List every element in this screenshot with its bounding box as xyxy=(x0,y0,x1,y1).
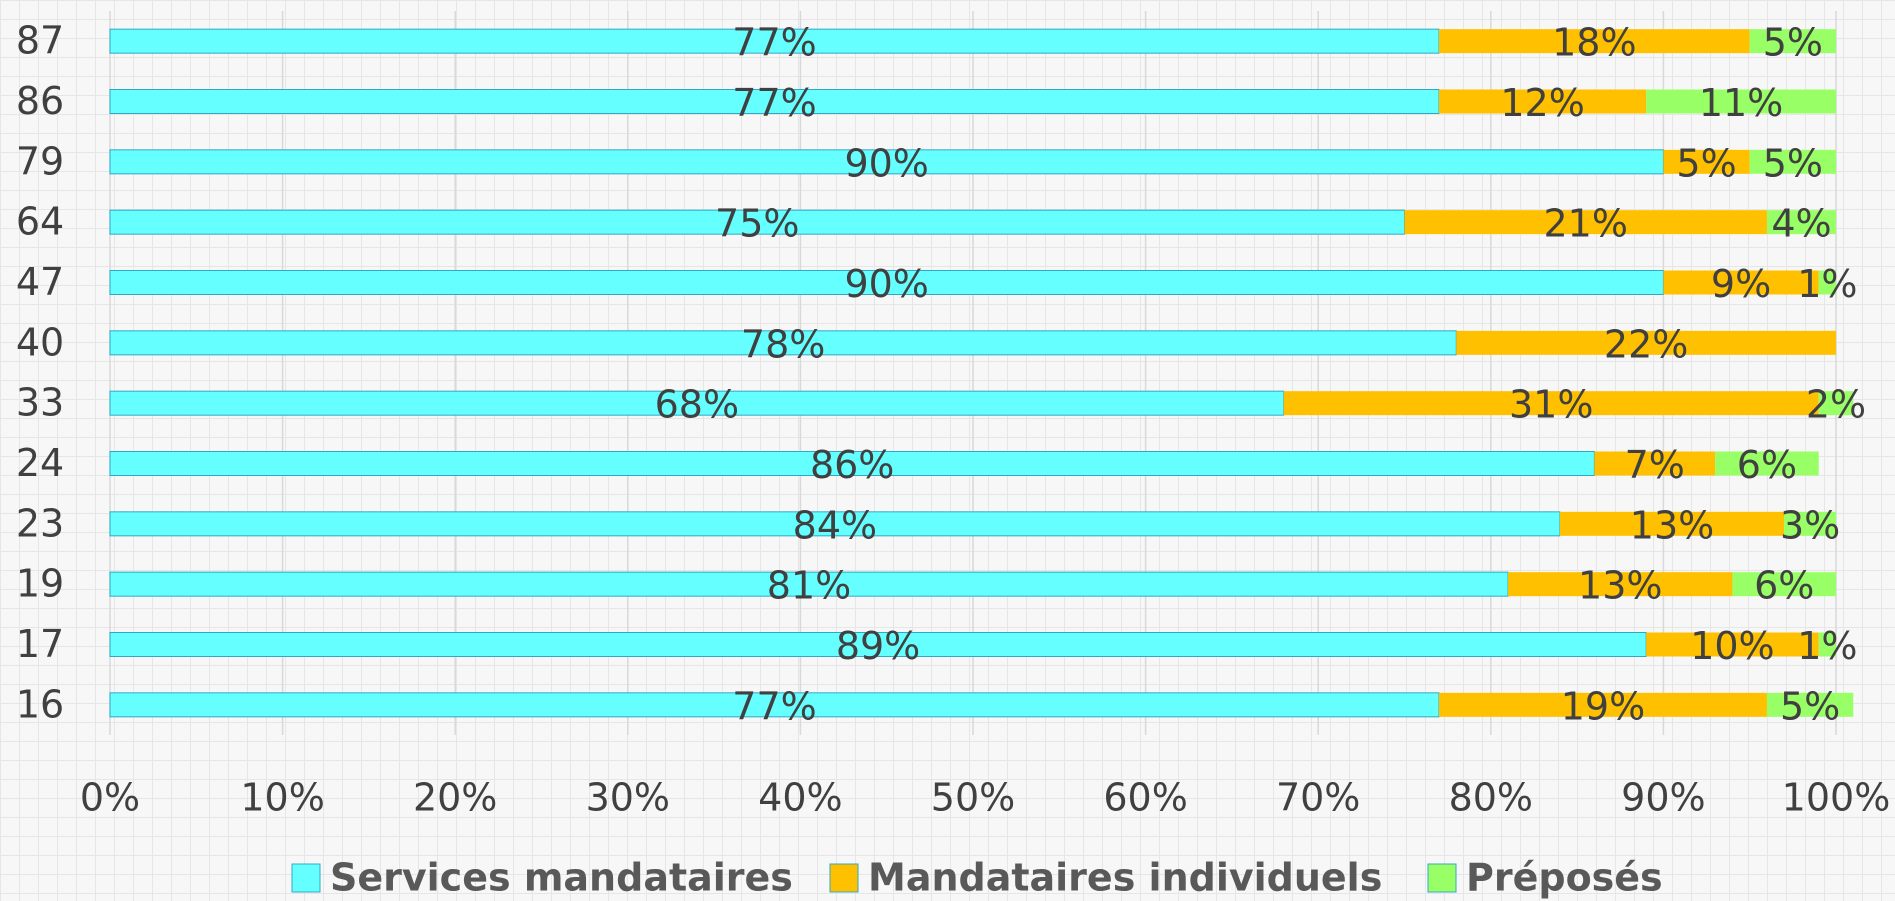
y-tick-label: 23 xyxy=(16,501,64,545)
bar-segment xyxy=(1283,391,1819,416)
bar-segment xyxy=(1663,270,1819,295)
data-label: 78% xyxy=(741,322,825,366)
y-tick-label: 87 xyxy=(16,19,64,63)
bar-segment xyxy=(109,28,1440,54)
data-label: 4% xyxy=(1771,202,1831,246)
bar-segment xyxy=(1766,210,1836,235)
legend-swatch xyxy=(829,863,859,893)
data-label: 9% xyxy=(1711,262,1771,306)
data-label: 68% xyxy=(655,383,739,427)
data-label: 89% xyxy=(836,624,920,668)
bar-segment xyxy=(1749,29,1836,54)
y-tick-label: 16 xyxy=(16,682,64,726)
data-label: 86% xyxy=(810,443,894,487)
bar-segment xyxy=(1818,632,1836,657)
data-label: 13% xyxy=(1630,503,1714,547)
data-label: 6% xyxy=(1737,443,1797,487)
data-label: 81% xyxy=(767,564,851,608)
bar-segment xyxy=(109,511,1561,537)
legend-text: Mandataires individuels xyxy=(868,856,1382,900)
bar-segment xyxy=(1404,210,1767,235)
bar-segment xyxy=(1818,391,1854,416)
data-label: 18% xyxy=(1552,21,1636,65)
data-label: 1% xyxy=(1797,262,1857,306)
data-label: 6% xyxy=(1754,564,1814,608)
x-tick-label: 60% xyxy=(1103,776,1187,820)
x-tick-label: 50% xyxy=(931,776,1015,820)
data-label: 5% xyxy=(1763,21,1823,65)
bar-segment xyxy=(1508,572,1733,597)
data-label: 11% xyxy=(1699,81,1783,125)
bar-segment xyxy=(109,330,1457,356)
x-tick-label: 0% xyxy=(80,776,140,820)
bar-segment xyxy=(109,270,1664,295)
data-label: 77% xyxy=(732,21,816,65)
data-label: 5% xyxy=(1676,141,1736,185)
bar-segment xyxy=(1749,149,1836,174)
bar-segment xyxy=(1766,692,1854,717)
data-label: 90% xyxy=(844,141,928,185)
data-label: 12% xyxy=(1500,81,1584,125)
bar-segment xyxy=(109,390,1285,416)
data-label: 5% xyxy=(1780,684,1840,728)
bar-segment xyxy=(1439,29,1750,54)
y-tick-label: 17 xyxy=(16,622,64,666)
bar-segment xyxy=(1439,89,1647,114)
data-label: 13% xyxy=(1578,564,1662,608)
data-label: 1% xyxy=(1797,624,1857,668)
bar-segment xyxy=(1784,511,1836,536)
data-label: 10% xyxy=(1690,624,1774,668)
y-tick-label: 79 xyxy=(16,139,64,183)
data-label: 90% xyxy=(844,262,928,306)
data-label: 22% xyxy=(1604,322,1688,366)
bar-segment xyxy=(1715,451,1819,476)
y-tick-label: 64 xyxy=(16,200,64,244)
bar-segment xyxy=(1594,451,1716,476)
data-label: 5% xyxy=(1763,141,1823,185)
bar-segment xyxy=(1663,149,1750,174)
data-label: 7% xyxy=(1625,443,1685,487)
bar-segment xyxy=(1732,572,1836,597)
data-label: 84% xyxy=(793,503,877,547)
x-tick-label: 30% xyxy=(586,776,670,820)
legend-swatch xyxy=(1427,863,1457,893)
x-tick-label: 90% xyxy=(1621,776,1705,820)
bar-segment xyxy=(109,692,1440,718)
y-tick-label: 19 xyxy=(16,562,64,606)
data-label: 2% xyxy=(1806,383,1866,427)
bar-segment xyxy=(1456,330,1836,355)
x-tick-label: 100% xyxy=(1782,776,1891,820)
data-label: 31% xyxy=(1509,383,1593,427)
y-tick-label: 24 xyxy=(16,441,64,485)
data-label: 21% xyxy=(1543,202,1627,246)
bar-segment xyxy=(1818,270,1836,295)
data-label: 19% xyxy=(1561,684,1645,728)
data-label: 77% xyxy=(732,684,816,728)
bar-segment xyxy=(1559,511,1785,536)
legend-swatch xyxy=(291,863,321,893)
bar-segment xyxy=(1646,632,1819,657)
bar-segment xyxy=(109,209,1405,235)
legend-text: Services mandataires xyxy=(330,856,793,900)
x-tick-label: 40% xyxy=(758,776,842,820)
data-label: 75% xyxy=(715,202,799,246)
x-tick-label: 80% xyxy=(1449,776,1533,820)
data-label: 77% xyxy=(732,81,816,125)
bar-segment xyxy=(1439,692,1767,717)
bar-segment xyxy=(1646,89,1836,114)
x-tick-label: 70% xyxy=(1276,776,1360,820)
bar-segment xyxy=(109,89,1440,114)
x-tick-label: 20% xyxy=(413,776,497,820)
y-tick-label: 47 xyxy=(16,260,64,304)
y-tick-label: 40 xyxy=(16,320,64,364)
x-tick-label: 10% xyxy=(240,776,324,820)
y-tick-label: 86 xyxy=(16,79,64,123)
data-label: 3% xyxy=(1780,503,1840,547)
legend-text: Préposés xyxy=(1466,856,1663,900)
bar-segment xyxy=(109,451,1595,476)
y-tick-label: 33 xyxy=(16,381,64,425)
